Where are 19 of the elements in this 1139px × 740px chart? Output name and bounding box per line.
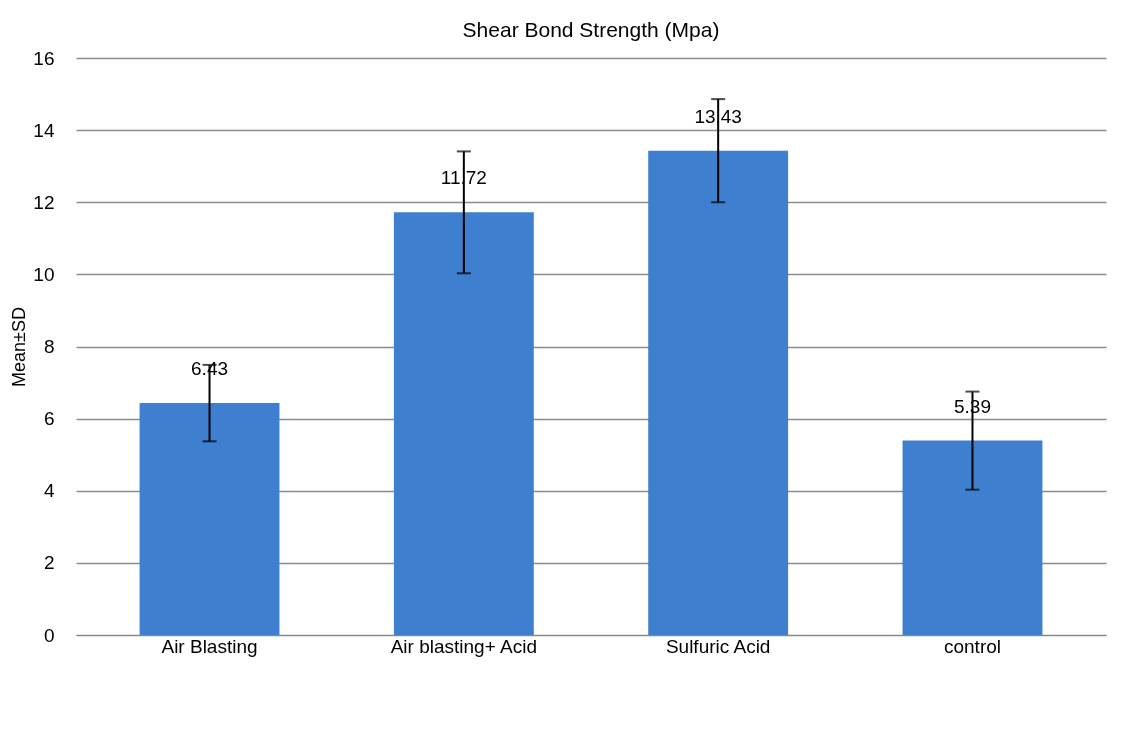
y-tick-label: 12	[33, 191, 55, 213]
y-tick-label: 16	[33, 47, 55, 69]
y-tick-label: 10	[33, 263, 55, 285]
x-tick-label: control	[943, 635, 1001, 657]
x-tick-label: Air Blasting	[161, 635, 258, 657]
y-tick-label: 4	[43, 480, 55, 502]
bar	[139, 403, 280, 635]
y-tick-label: 6	[43, 408, 55, 430]
bar	[902, 440, 1043, 635]
bar	[648, 150, 789, 635]
x-tick-label: Air blasting+ Acid	[390, 635, 537, 657]
y-tick-label: 2	[43, 552, 55, 574]
x-tick-label: Sulfuric Acid	[665, 635, 771, 657]
y-tick-label: 0	[43, 624, 55, 646]
y-tick-label: 14	[33, 119, 55, 141]
y-axis-title: Mean±SD	[9, 307, 30, 387]
bar	[393, 212, 534, 635]
chart-title: Shear Bond Strength (Mpa)	[462, 18, 720, 41]
y-tick-label: 8	[43, 336, 55, 357]
